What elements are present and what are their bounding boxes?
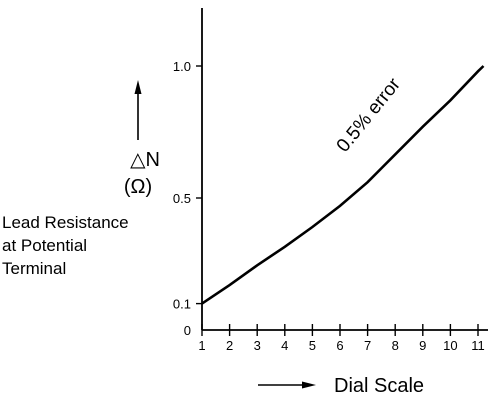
tick-labels: 1 2 3 4 5 6 7 8 9 10 11 0 0.1 0.5 1.0	[173, 59, 485, 353]
y-axis-label: △N (Ω) Lead Resistance at Potential Term…	[2, 80, 160, 278]
x-tick-label: 2	[226, 338, 233, 353]
x-tick-label: 11	[471, 338, 485, 353]
x-axis-arrow-head	[302, 381, 316, 389]
plot-area: 1 2 3 4 5 6 7 8 9 10 11 0 0.1 0.5 1.0 0.5% error	[173, 8, 488, 353]
series-line-0-5-error	[201, 65, 485, 305]
x-tick-label: 3	[254, 338, 261, 353]
y-tick-label: 0.1	[173, 297, 191, 312]
y-axis-description-line-1: Lead Resistance	[2, 213, 129, 232]
x-axis-label: Dial Scale	[258, 375, 424, 397]
ticks	[196, 65, 479, 336]
x-tick-label: 1	[198, 338, 205, 353]
y-tick-label: 1.0	[173, 59, 191, 74]
x-tick-label: 4	[281, 338, 288, 353]
y-axis-description-line-3: Terminal	[2, 259, 66, 278]
y-axis-arrow-head	[134, 80, 142, 94]
curve-annotation: 0.5% error	[333, 74, 406, 157]
x-tick-label: 6	[336, 338, 343, 353]
y-axis-unit: (Ω)	[124, 176, 152, 198]
x-tick-label: 8	[392, 338, 399, 353]
x-tick-label: 7	[364, 338, 371, 353]
y-tick-label: 0.5	[173, 191, 191, 206]
y-tick-label: 0	[184, 323, 191, 338]
x-tick-label: 9	[419, 338, 426, 353]
x-tick-label: 10	[443, 338, 457, 353]
y-axis-description-line-2: at Potential	[2, 236, 87, 255]
x-axis-title: Dial Scale	[334, 375, 424, 397]
y-axis-symbol: △N	[130, 149, 160, 171]
x-tick-label: 5	[309, 338, 316, 353]
